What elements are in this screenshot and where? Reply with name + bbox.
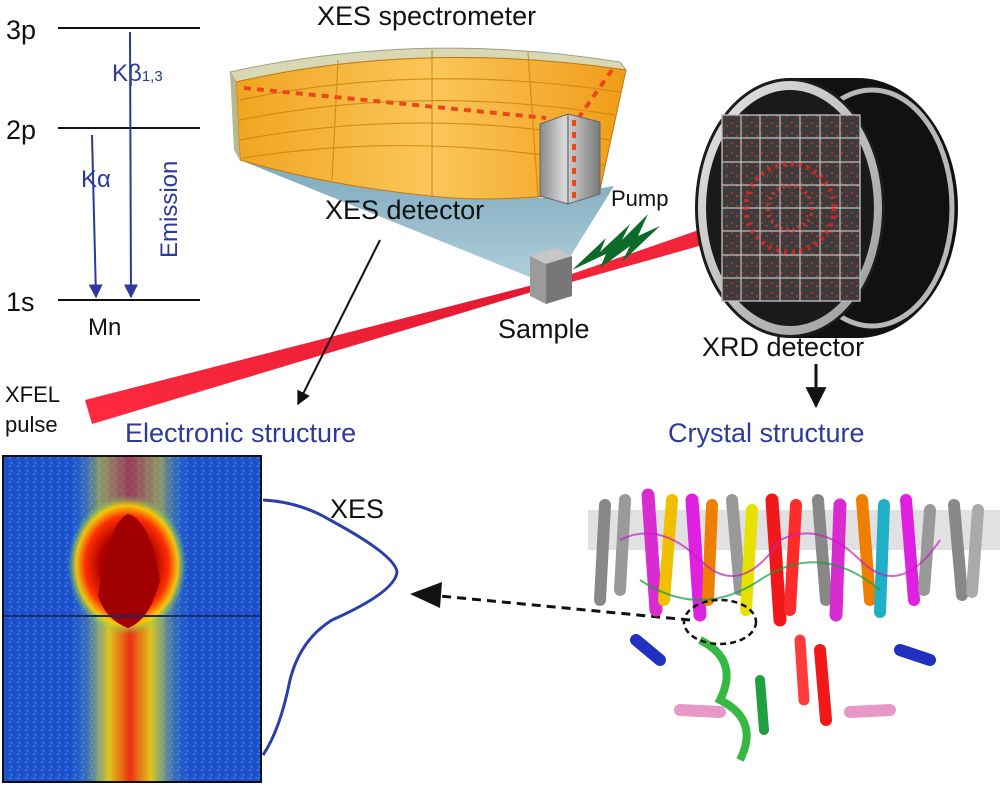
xes-detector-arrow [297, 239, 381, 406]
xrd-detector-label: XRD detector [702, 332, 865, 362]
sample-label: Sample [498, 314, 590, 344]
xfel-beam [85, 276, 568, 424]
k-alpha-label: Kα [81, 166, 111, 193]
mn-cluster-dashed-arrow [439, 594, 691, 622]
k-alpha-arrow [88, 134, 103, 299]
dashed-path-1 [243, 86, 547, 120]
k-beta-label: Kβ1,3 [112, 60, 163, 87]
pump-lightning-icon [572, 214, 660, 270]
xfel-label-line1: XFEL [5, 382, 61, 407]
xes-emission-image [2, 455, 262, 783]
element-label: Mn [88, 314, 122, 341]
pump-label: Pump [611, 186, 669, 211]
sample-cube [530, 248, 572, 304]
xrd-panels [721, 114, 861, 302]
level-2p-label: 2p [6, 115, 37, 145]
electronic-structure-label: Electronic structure [125, 418, 357, 448]
level-1s-label: 1s [6, 287, 35, 317]
xes-spectrum-curve [261, 498, 399, 756]
mn-arrow-head [410, 582, 442, 608]
xes-spectrometer [229, 47, 628, 286]
spectrometer-left-edge [230, 72, 240, 160]
xrd-detector [695, 78, 958, 338]
xes-detector-slab [539, 113, 601, 205]
protein-cartoon-icon [588, 488, 1000, 762]
xes-spectrometer-label: XES spectrometer [317, 1, 537, 31]
xfel-label-line2: pulse [5, 412, 58, 437]
energy-level-diagram [58, 27, 200, 301]
xes-detector-cone [240, 160, 614, 286]
crystal-structure-label: Crystal structure [668, 418, 865, 448]
xes-spectrum-label: XES [330, 494, 385, 524]
mn-cluster-circle [682, 598, 758, 646]
emission-label: Emission [156, 160, 183, 258]
k-beta-arrow [123, 31, 138, 299]
xes-detector-label: XES detector [325, 195, 485, 225]
level-3p-label: 3p [6, 15, 37, 45]
